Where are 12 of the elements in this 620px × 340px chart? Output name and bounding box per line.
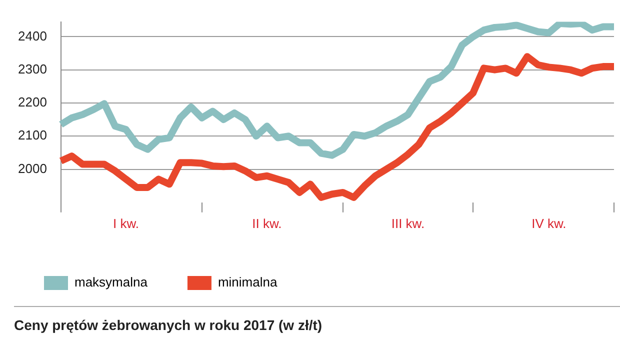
- y-tick-label: 2200: [18, 94, 47, 110]
- legend-label: minimalna: [218, 274, 278, 290]
- y-tick-label: 2300: [18, 61, 47, 76]
- y-tick-label: 2000: [18, 160, 47, 176]
- text: Ceny prętów żebrowanych w roku 2017 (w zł/t): [14, 306, 620, 333]
- y-tick-label: 2400: [18, 28, 47, 44]
- x-tick-label: IV kw.: [532, 216, 566, 231]
- x-tick-label: III kw.: [391, 216, 425, 231]
- x-tick-label: I kw.: [112, 216, 139, 231]
- legend-label: maksymalna: [74, 274, 148, 290]
- x-tick-label: II kw.: [252, 216, 282, 231]
- y-tick-label: 2100: [18, 128, 47, 143]
